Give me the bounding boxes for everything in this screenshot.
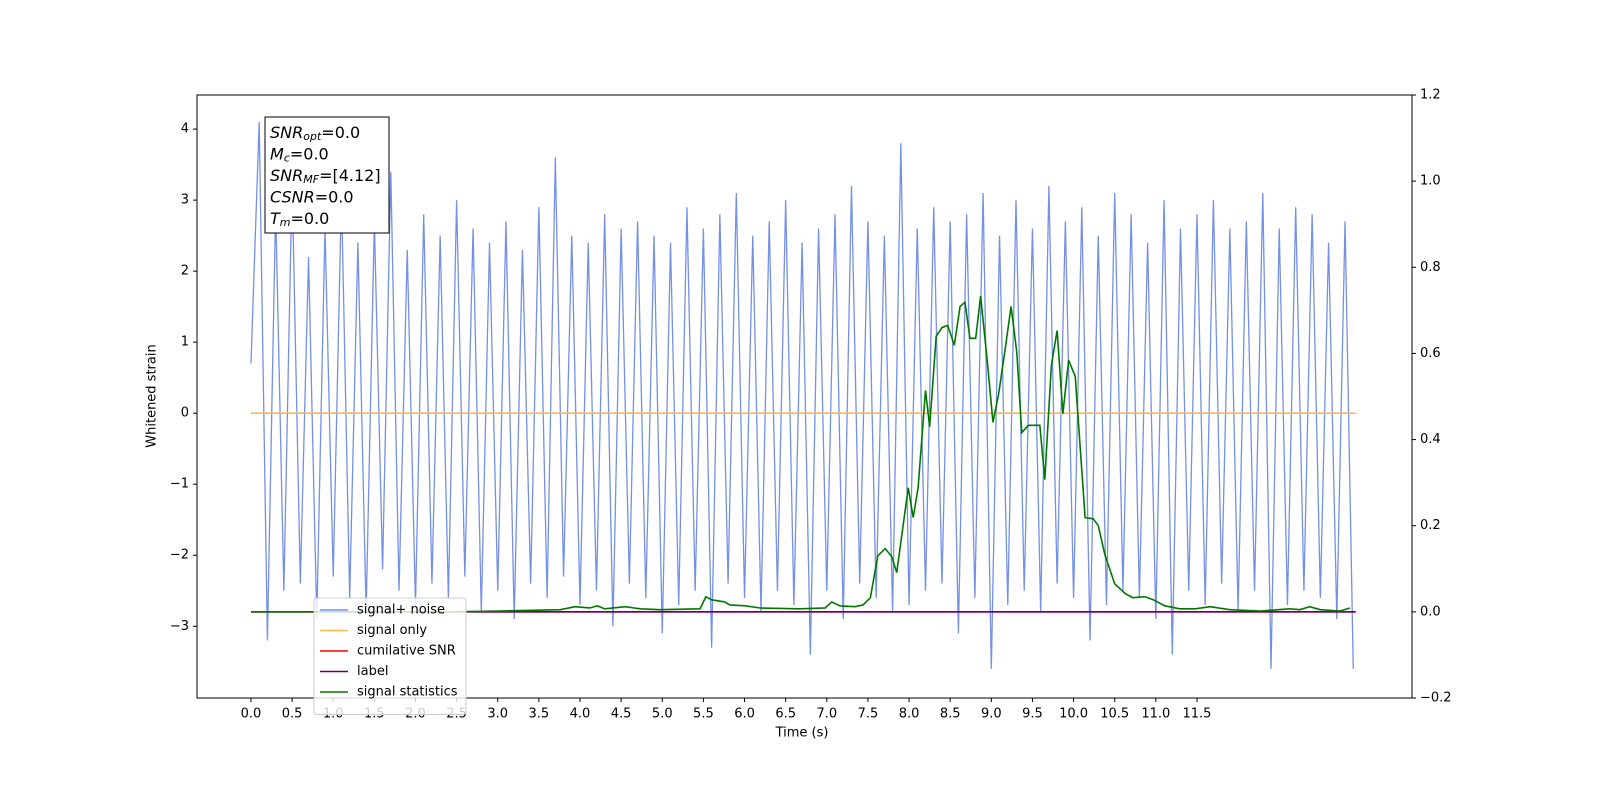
x-tick-label: 5.5 <box>693 707 714 722</box>
y-tick-label: 2 <box>181 264 189 279</box>
x-tick-label: 9.0 <box>981 707 1002 722</box>
annotation-value: =0.0 <box>315 187 354 206</box>
legend-label: cumilative SNR <box>357 644 456 659</box>
y-tick-label: −2 <box>170 548 189 563</box>
annotation-value: =[4.12] <box>319 166 381 185</box>
y-axis-label: Whitened strain <box>145 344 160 447</box>
x-tick-label: 8.5 <box>940 707 961 722</box>
y2-tick-label: 0.0 <box>1420 604 1441 619</box>
annotation-subscript: m <box>280 216 291 229</box>
annotation-symbol: T <box>270 209 281 228</box>
x-tick-label: 8.0 <box>899 707 920 722</box>
legend-box <box>313 597 467 715</box>
annotation-subscript: c <box>284 152 290 165</box>
annotation-value: =0.0 <box>321 123 360 142</box>
plot-frame <box>196 94 1413 699</box>
x-tick-label: 0.0 <box>241 707 262 722</box>
x-tick-label: 4.5 <box>611 707 632 722</box>
x-tick-label: 7.0 <box>816 707 837 722</box>
y-tick-label: 3 <box>181 193 189 208</box>
series-line <box>250 121 1354 669</box>
y-tick-label: −3 <box>170 619 189 634</box>
x-tick-label: 3.0 <box>487 707 508 722</box>
x-tick-label: 4.0 <box>570 707 591 722</box>
annotation-line: SNRMF=[4.12] <box>270 166 381 187</box>
y2-tick-label: −0.2 <box>1420 691 1452 706</box>
legend-label: signal only <box>357 623 427 638</box>
y-tick-label: 4 <box>181 122 189 137</box>
annotation-subscript: MF <box>303 173 319 186</box>
annotation-line: SNRopt=0.0 <box>270 123 360 144</box>
x-tick-label: 9.5 <box>1022 707 1043 722</box>
annotation-line: Mc=0.0 <box>270 144 329 165</box>
y-tick-label: −1 <box>170 477 189 492</box>
y2-tick-label: 0.8 <box>1420 260 1441 275</box>
series-line <box>250 296 1351 613</box>
annotation-symbol: CSNR <box>270 187 315 206</box>
y2-tick-label: 1.2 <box>1420 88 1441 103</box>
x-tick-label: 10.0 <box>1059 707 1088 722</box>
y2-tick-label: 1.0 <box>1420 174 1441 189</box>
y2-tick-label: 0.2 <box>1420 518 1441 533</box>
annotation-line: CSNR=0.0 <box>270 187 354 206</box>
x-tick-label: 10.5 <box>1100 707 1129 722</box>
annotation-symbol: SNR <box>270 166 303 185</box>
annotation-value: =0.0 <box>290 144 329 163</box>
annotation-subscript: opt <box>303 130 322 143</box>
x-tick-label: 6.0 <box>734 707 755 722</box>
legend-label: label <box>357 664 388 679</box>
x-tick-label: 11.5 <box>1182 707 1211 722</box>
x-tick-label: 7.5 <box>858 707 879 722</box>
annotation-symbol: M <box>270 144 284 163</box>
x-tick-label: 11.0 <box>1141 707 1170 722</box>
legend-label: signal+ noise <box>357 603 445 618</box>
y2-tick-label: 0.6 <box>1420 346 1441 361</box>
x-tick-label: 5.0 <box>652 707 673 722</box>
x-tick-label: 6.5 <box>775 707 796 722</box>
annotation-value: =0.0 <box>291 209 330 228</box>
annotation-line: Tm=0.0 <box>270 209 329 230</box>
y-tick-label: 1 <box>181 335 189 350</box>
x-tick-label: 3.5 <box>529 707 550 722</box>
annotation-box <box>264 116 390 234</box>
y-tick-label: 0 <box>181 406 189 421</box>
annotation-symbol: SNR <box>270 123 303 142</box>
x-tick-label: 0.5 <box>282 707 303 722</box>
x-axis-label: Time (s) <box>775 726 829 741</box>
legend-label: signal statistics <box>357 685 458 700</box>
y2-tick-label: 0.4 <box>1420 432 1441 447</box>
